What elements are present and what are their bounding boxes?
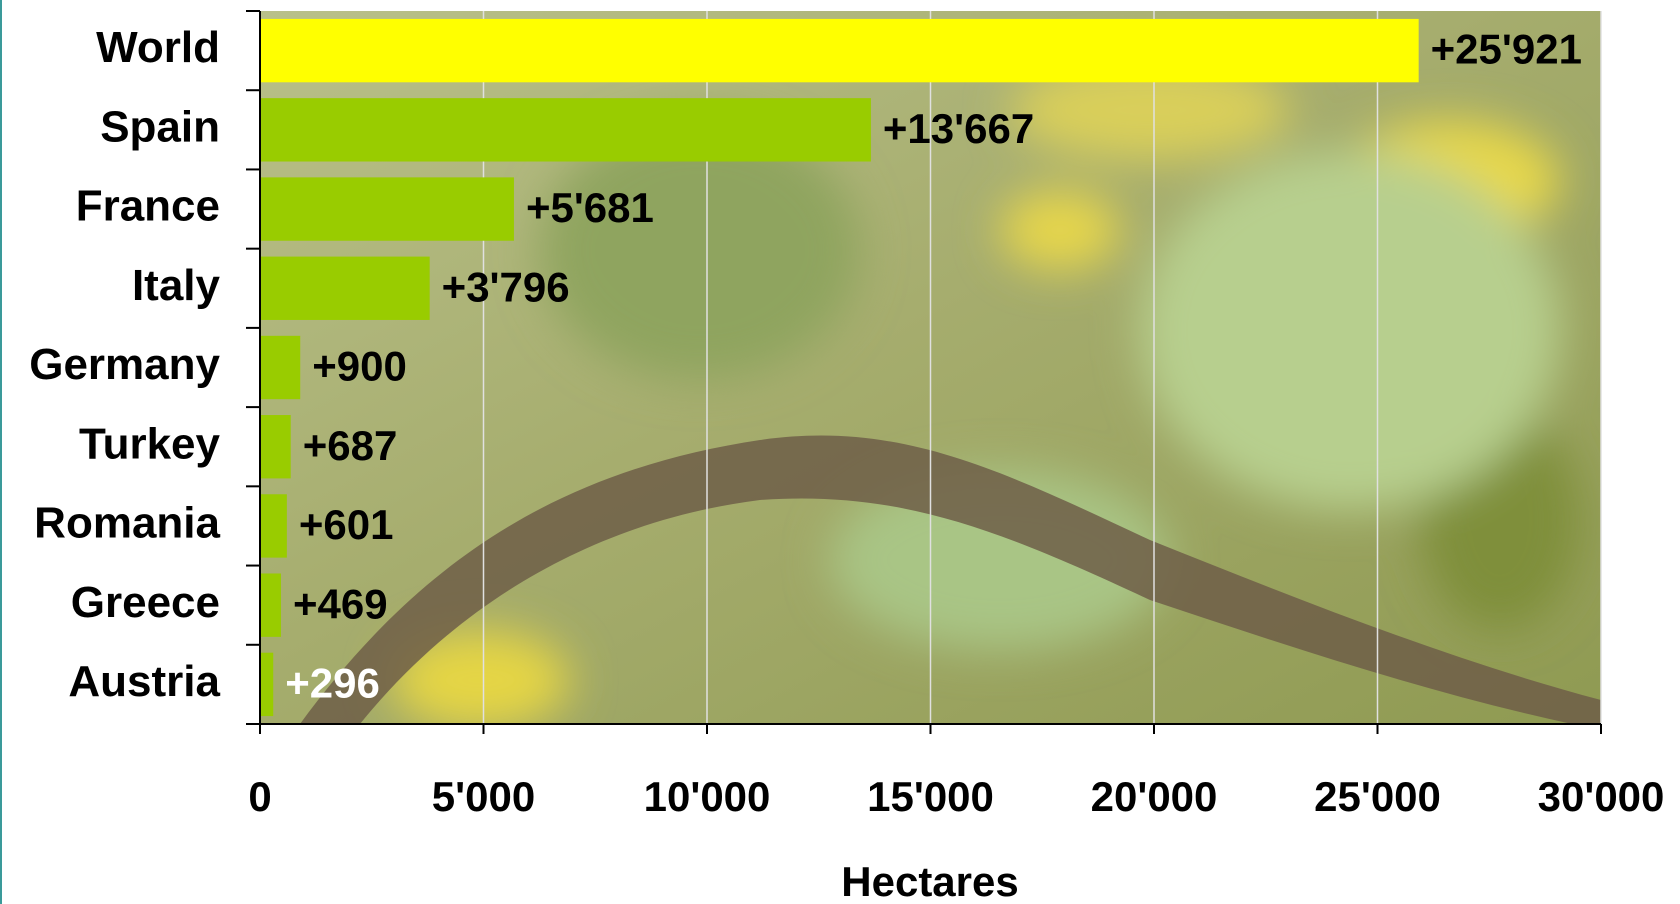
value-label: +469 <box>293 580 388 627</box>
value-label: +900 <box>312 343 407 390</box>
value-label: +13'667 <box>883 105 1034 152</box>
value-label: +601 <box>299 501 394 548</box>
bar <box>260 177 514 240</box>
x-tick-label: 10'000 <box>644 773 771 820</box>
x-tick-label: 30'000 <box>1538 773 1665 820</box>
bar <box>260 336 300 399</box>
x-axis-title: Hectares <box>841 858 1018 904</box>
bar <box>260 415 291 478</box>
y-tick-label: Turkey <box>79 419 221 468</box>
x-tick-label: 0 <box>248 773 271 820</box>
bar <box>260 573 281 636</box>
bar <box>260 19 1419 82</box>
value-label: +687 <box>303 422 398 469</box>
bar <box>260 653 273 716</box>
y-tick-label: Spain <box>100 102 220 151</box>
x-tick-label: 20'000 <box>1091 773 1218 820</box>
value-label: +25'921 <box>1431 26 1582 73</box>
y-tick-label: Austria <box>68 657 220 706</box>
y-tick-label: Germany <box>29 340 220 389</box>
x-tick-label: 25'000 <box>1314 773 1441 820</box>
value-label: +296 <box>285 659 380 706</box>
x-tick-label: 5'000 <box>432 773 535 820</box>
bar <box>260 257 430 320</box>
value-label: +3'796 <box>442 263 570 310</box>
chart: Hectares 0 5'000 10'000 15'000 20'000 25'000 3… <box>0 0 1680 904</box>
page: Hectares 0 5'000 10'000 15'000 20'000 25'000 3… <box>0 0 1680 904</box>
value-label: +5'681 <box>526 184 654 231</box>
y-tick-label: Romania <box>34 499 220 548</box>
y-tick-label: Greece <box>71 578 220 627</box>
y-tick-label: Italy <box>132 261 221 310</box>
bar <box>260 98 871 161</box>
y-tick-label: France <box>76 182 220 231</box>
y-tick-label: World <box>96 23 220 72</box>
x-tick-label: 15'000 <box>867 773 994 820</box>
bar <box>260 494 287 557</box>
